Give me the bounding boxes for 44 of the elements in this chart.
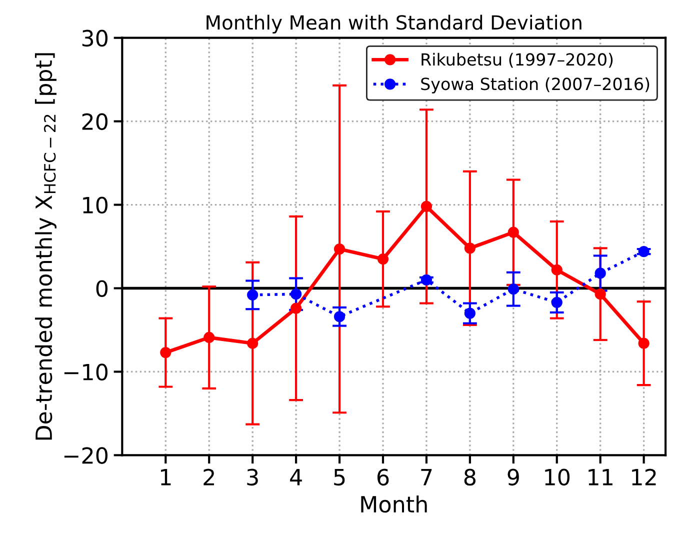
x-tick-label: 3: [247, 468, 258, 486]
point: [594, 268, 606, 279]
point: [290, 288, 302, 300]
x-tick-label: 6: [377, 468, 389, 486]
point: [508, 226, 519, 238]
point: [290, 302, 302, 314]
point: [247, 289, 258, 300]
x-tick-label: 8: [464, 468, 476, 486]
point: [420, 200, 432, 212]
point: [594, 288, 606, 300]
x-tick-label: 11: [588, 469, 612, 486]
legend-label: Rikubetsu (1997–2020): [422, 52, 613, 68]
point: [377, 253, 389, 265]
x-tick-label: 2: [204, 468, 214, 486]
x-tick-label: 1: [161, 469, 171, 486]
y-tick-label: 20: [82, 113, 108, 130]
y-tick-label: 30: [82, 30, 108, 47]
y-tick-label: −20: [64, 447, 108, 464]
point: [638, 246, 650, 258]
chart-title: Monthly Mean with Standard Deviation: [206, 14, 582, 34]
x-tick-label: 4: [290, 469, 302, 486]
point: [160, 346, 172, 358]
x-axis-title: Month: [361, 495, 427, 513]
legend-label: Syowa Station (2007–2016): [421, 77, 650, 94]
point: [551, 264, 562, 276]
y-axis-title: De-trended monthly X$_{HCFC−22}$ [ppt]: [34, 53, 56, 440]
point: [638, 338, 650, 349]
point: [247, 338, 258, 349]
point: [420, 274, 432, 286]
point: [464, 308, 476, 319]
point: [334, 311, 346, 322]
point: [204, 332, 215, 344]
x-tick-label: 12: [632, 468, 656, 486]
y-tick-label: −10: [64, 364, 108, 380]
x-tick-label: 9: [508, 468, 519, 486]
x-tick-label: 7: [421, 469, 432, 486]
x-tick-label: 10: [545, 468, 570, 486]
point: [334, 243, 346, 255]
point: [551, 296, 562, 308]
point: [464, 242, 476, 254]
x-tick-label: 5: [334, 469, 345, 486]
y-tick-label: 10: [83, 196, 108, 214]
point: [508, 284, 519, 295]
y-tick-label: 0: [96, 280, 108, 298]
